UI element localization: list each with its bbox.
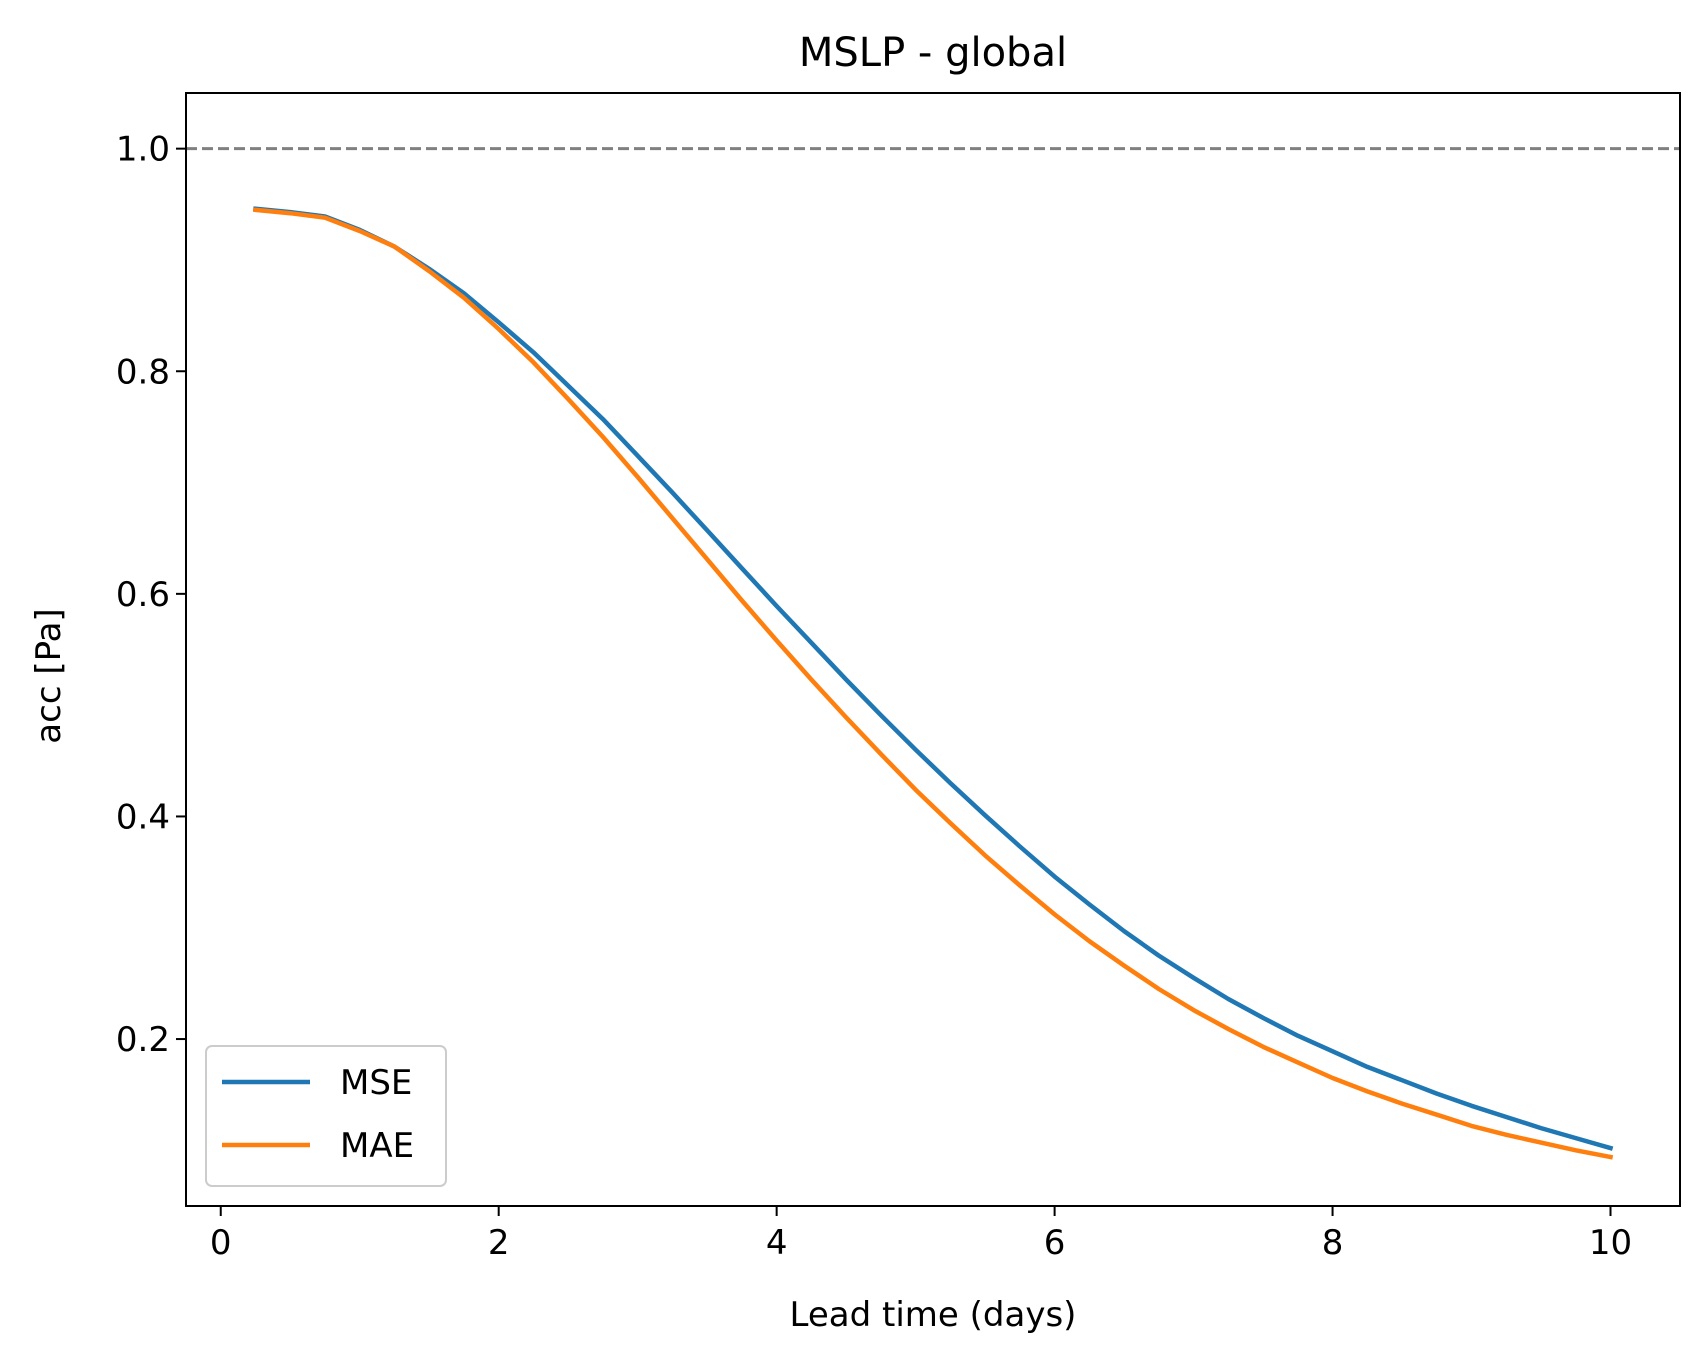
plot-area — [185, 92, 1681, 1207]
x-tick-label: 4 — [766, 1223, 788, 1263]
legend: MSE MAE — [205, 1045, 447, 1187]
legend-label-mse: MSE — [340, 1063, 412, 1103]
axes-frame — [185, 92, 1681, 1207]
x-tick-label: 2 — [488, 1223, 510, 1263]
y-tick-label: 1.0 — [116, 130, 170, 170]
y-tick-label: 0.4 — [116, 797, 170, 837]
chart-title: MSLP - global — [799, 30, 1067, 76]
series-line-mse — [253, 206, 1614, 1151]
x-axis-label: Lead time (days) — [790, 1295, 1077, 1335]
series-line-mae — [253, 207, 1614, 1160]
x-tick-label: 0 — [210, 1223, 232, 1263]
y-tick-label: 0.2 — [116, 1020, 170, 1060]
x-tick-label: 10 — [1589, 1223, 1632, 1263]
legend-label-mae: MAE — [340, 1126, 414, 1166]
y-tick-label: 0.6 — [116, 575, 170, 615]
y-tick-label: 0.8 — [116, 352, 170, 392]
y-axis-label: acc [Pa] — [29, 608, 69, 743]
x-tick-label: 8 — [1322, 1223, 1344, 1263]
x-tick-label: 6 — [1044, 1223, 1066, 1263]
y-axis-ticks: 0.2 0.4 0.6 0.8 1.0 — [116, 130, 186, 1060]
x-axis-ticks: 0 2 4 6 8 10 — [210, 1206, 1632, 1263]
